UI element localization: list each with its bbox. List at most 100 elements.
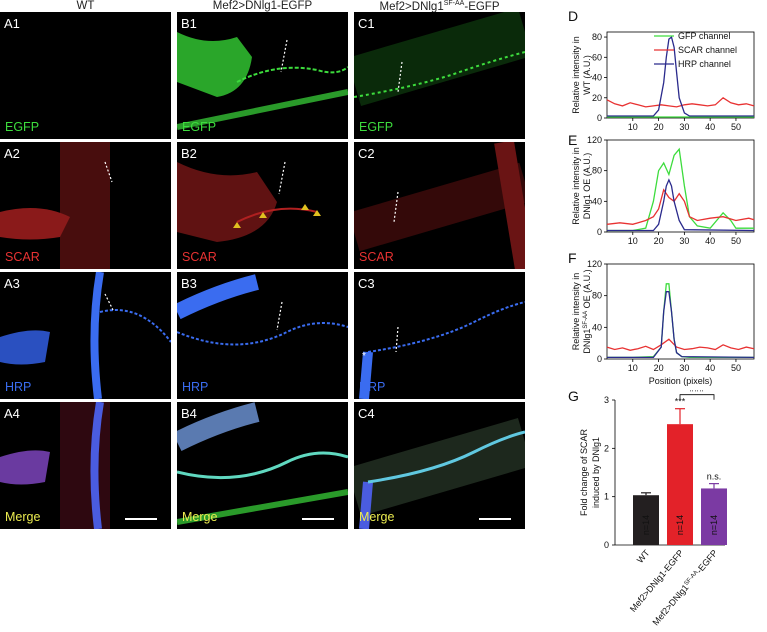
x-tick-label: 40 bbox=[705, 363, 715, 373]
panel-label: A2 bbox=[4, 146, 20, 161]
plot-frame bbox=[606, 263, 755, 360]
y-tick-label: 80 bbox=[592, 291, 602, 301]
graph-label-f: F bbox=[568, 250, 577, 266]
x-tick-label: 20 bbox=[654, 363, 664, 373]
x-tick-label: 10 bbox=[628, 122, 638, 132]
y-tick-label: 60 bbox=[592, 52, 602, 62]
y-tick-label: 40 bbox=[592, 73, 602, 83]
y-axis-label-line1: Relative intensity in bbox=[571, 273, 581, 351]
panel-label: B4 bbox=[181, 406, 197, 421]
panel-label: B2 bbox=[181, 146, 197, 161]
x-tick-label: 40 bbox=[705, 236, 715, 246]
merge-image bbox=[177, 402, 348, 525]
legend-label: GFP channel bbox=[678, 31, 730, 41]
y-tick-label: 120 bbox=[587, 135, 602, 145]
channel-label-hrp: HRP bbox=[5, 380, 32, 394]
channel-label-egfp: EGFP bbox=[182, 120, 217, 134]
significance-label: n.s. bbox=[707, 472, 722, 482]
category-label: Mef2>DNlg1SF-AA-EGFP bbox=[651, 548, 720, 628]
scale-bar bbox=[302, 518, 334, 520]
panel-label: A1 bbox=[4, 16, 20, 31]
channel-label-merge: Merge bbox=[182, 510, 218, 524]
scale-bar bbox=[125, 518, 157, 520]
channel-label-egfp: EGFP bbox=[359, 120, 394, 134]
panel-b4: B4 Merge bbox=[177, 402, 348, 529]
line-chart-e: 0 40 80 120 10 20 30 40 50 Relative intensity in D… bbox=[571, 135, 755, 246]
y-axis-label-line2: WT (A.U.) bbox=[582, 55, 592, 95]
significance-label: *** bbox=[675, 397, 686, 407]
panel-a1: A1 EGFP bbox=[0, 12, 171, 139]
panel-label: C3 bbox=[358, 276, 375, 291]
bar bbox=[667, 424, 693, 545]
column-title-sfaa-main: Mef2>DNlg1 bbox=[379, 0, 444, 13]
x-tick-label: 30 bbox=[679, 363, 689, 373]
svg-text:*: * bbox=[362, 351, 366, 362]
series-line-hrp-channel bbox=[607, 35, 754, 117]
series-line-gfp-channel bbox=[607, 147, 754, 232]
x-tick-label: 50 bbox=[731, 363, 741, 373]
series-line-hrp-channel bbox=[607, 178, 755, 232]
panel-b1: B1 EGFP bbox=[177, 12, 348, 139]
scar-image bbox=[354, 142, 525, 269]
y-tick-label: 80 bbox=[592, 32, 602, 42]
column-title-sfaa-suffix: -EGFP bbox=[464, 0, 500, 13]
y-axis-label-line2: DNlg1SF-AA OE (A.U.) bbox=[582, 269, 592, 353]
x-tick-label: 30 bbox=[679, 236, 689, 246]
n-label: n=14 bbox=[675, 515, 685, 535]
series-line-scar-channel bbox=[606, 188, 755, 225]
hrp-image bbox=[177, 274, 348, 346]
series-line-gfp-channel bbox=[607, 283, 754, 359]
bracket-label: ### bbox=[689, 390, 704, 394]
panel-label: C1 bbox=[358, 16, 375, 31]
series-line-scar-channel bbox=[606, 338, 755, 351]
bar bbox=[701, 488, 727, 545]
panel-label: C2 bbox=[358, 146, 375, 161]
scar-image bbox=[177, 161, 321, 242]
merge-image bbox=[0, 402, 110, 529]
y-tick-label: 120 bbox=[587, 259, 602, 269]
column-title-sfaa: Mef2>DNlg1SF-AA-EGFP bbox=[354, 0, 525, 13]
bar-chart-g: 0 1 2 3 n=14 n=14 *** n=14 n.s. ### Fold change of… bbox=[579, 390, 727, 628]
x-tick-label: 20 bbox=[654, 122, 664, 132]
column-title-wt: WT bbox=[76, 0, 95, 12]
panel-c4: C4 Merge bbox=[354, 402, 525, 529]
merge-image bbox=[354, 418, 525, 529]
channel-label-scar: SCAR bbox=[359, 250, 394, 264]
line-chart-f: 0 40 80 120 10 20 30 40 50 Relative intensity in D… bbox=[571, 259, 755, 386]
panel-c1: C1 EGFP bbox=[354, 12, 525, 139]
scar-image bbox=[0, 142, 113, 269]
scale-bar bbox=[479, 518, 511, 520]
panel-b2: B2 SCAR bbox=[177, 142, 348, 269]
y-axis-label-line2: DNlg1 OE (A.U.) bbox=[582, 153, 592, 220]
channel-label-hrp: HRP bbox=[182, 380, 209, 394]
channel-label-merge: Merge bbox=[5, 510, 41, 524]
column-title-dnlg1: Mef2>DNlg1-EGFP bbox=[212, 0, 313, 12]
channel-label-scar: SCAR bbox=[182, 250, 217, 264]
y-tick-label: 40 bbox=[592, 196, 602, 206]
panel-label: A4 bbox=[4, 406, 20, 421]
y-tick-label: 40 bbox=[592, 322, 602, 332]
panel-a3: A3 HRP bbox=[0, 272, 171, 399]
panel-c3: * C3 HRP bbox=[354, 272, 525, 399]
hrp-image bbox=[0, 272, 171, 399]
x-axis-label: Position (pixels) bbox=[649, 376, 713, 386]
comparison-bracket bbox=[679, 394, 715, 400]
plot-frame bbox=[606, 139, 755, 233]
graph-label-g: G bbox=[568, 388, 579, 404]
x-tick-label: 40 bbox=[705, 122, 715, 132]
plot-frame bbox=[606, 31, 755, 119]
hrp-image: * bbox=[359, 301, 525, 399]
panel-b3: B3 HRP bbox=[177, 272, 348, 399]
channel-label-hrp: HRP bbox=[359, 380, 386, 394]
y-axis-label-line1: Fold change of SCAR bbox=[579, 428, 589, 516]
channel-label-egfp: EGFP bbox=[5, 120, 40, 134]
panel-label: B1 bbox=[181, 16, 197, 31]
panel-c2: C2 SCAR bbox=[354, 142, 525, 269]
channel-label-scar: SCAR bbox=[5, 250, 40, 264]
y-axis-label-line1: Relative intensity in bbox=[571, 147, 581, 225]
graph-label-e: E bbox=[568, 132, 578, 148]
y-tick-label: 0 bbox=[597, 227, 602, 237]
y-tick-label: 0 bbox=[604, 540, 609, 550]
line-chart-d: 0 20 40 60 80 10 20 30 40 50 Relative intensity in… bbox=[571, 31, 755, 132]
y-tick-label: 80 bbox=[592, 166, 602, 176]
